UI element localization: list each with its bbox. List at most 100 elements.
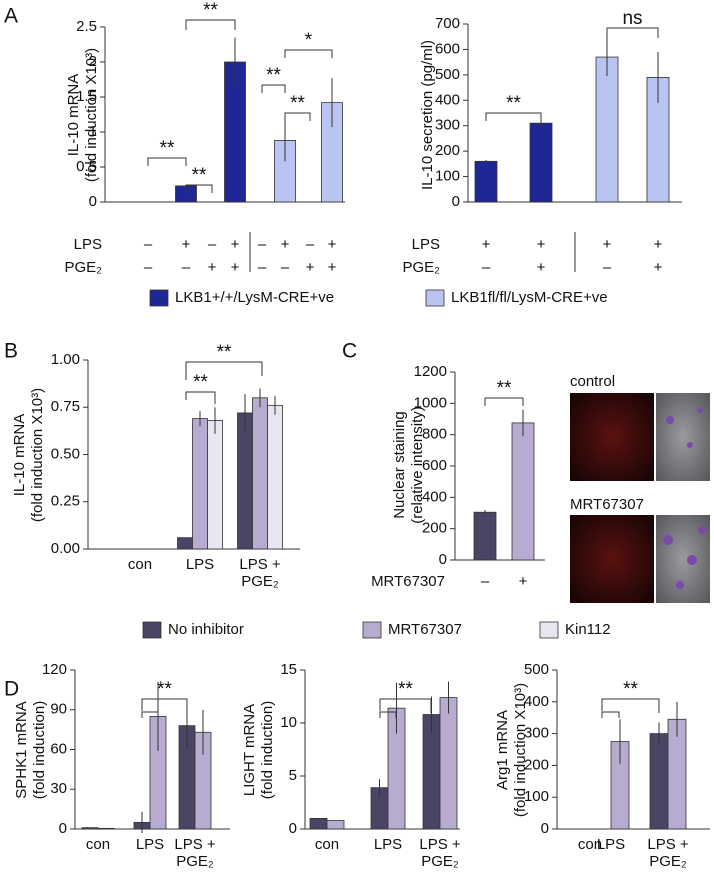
- y-tick-label: 1.00: [51, 351, 80, 368]
- row-sign: –: [306, 236, 315, 253]
- y-tick-label: 0.50: [51, 445, 80, 462]
- panel-label: C: [342, 340, 357, 363]
- bracket: [141, 711, 159, 718]
- annotation: **: [193, 372, 208, 393]
- row-sign: –: [258, 259, 267, 276]
- y-tick-label: 500: [435, 66, 460, 83]
- x-tick-label: LPS: [135, 836, 165, 853]
- bracket: [606, 27, 659, 38]
- legend-label: MRT67307: [388, 621, 462, 638]
- y-tick-label: 2.5: [76, 18, 97, 35]
- bracket: [185, 184, 213, 193]
- image-label: control: [570, 373, 615, 390]
- y-tick-label: 1.5: [76, 88, 97, 105]
- y-axis-label: (fold induction X10³): [83, 48, 100, 182]
- row-label: LPS: [74, 236, 102, 253]
- bar: [97, 827, 115, 830]
- y-tick-label: 1200: [414, 363, 447, 380]
- annotation: **: [192, 165, 207, 186]
- bracket: [185, 19, 236, 30]
- y-tick-label: 120: [42, 661, 67, 678]
- y-tick-label: 0.25: [51, 493, 80, 510]
- bracket: [261, 84, 286, 93]
- bar: [207, 420, 223, 550]
- bar: [649, 733, 669, 830]
- annotation: **: [290, 93, 305, 114]
- row-sign: +: [328, 259, 337, 276]
- row-sign: +: [281, 236, 290, 253]
- bar: [237, 412, 253, 550]
- y-tick-label: 0: [452, 193, 460, 210]
- x-tick-label: con: [577, 836, 603, 853]
- row-sign: +: [231, 259, 240, 276]
- y-axis-label: (relative intensity): [409, 406, 426, 524]
- panel-label: A: [4, 5, 18, 28]
- row-sign: –: [281, 259, 290, 276]
- bar: [192, 418, 208, 550]
- y-axis-label: SPHK1 mRNA: [13, 701, 30, 799]
- annotation: *: [305, 30, 313, 51]
- legend-label: No inhibitor: [168, 621, 244, 638]
- y-tick-label: 5: [289, 767, 297, 784]
- row-sign: –: [144, 259, 153, 276]
- annotation: **: [157, 679, 172, 700]
- bar: [595, 56, 619, 203]
- y-tick-label: 400: [422, 488, 447, 505]
- row-sign: –: [258, 236, 267, 253]
- y-axis-label: (fold induction X10³): [29, 388, 46, 522]
- legend-swatch: [539, 621, 559, 639]
- y-tick-label: 1: [89, 123, 97, 140]
- y-tick-label: 200: [435, 142, 460, 159]
- row-sign: +: [603, 236, 612, 253]
- annotation: **: [266, 65, 281, 86]
- annotation: **: [497, 378, 512, 399]
- annotation: **: [398, 679, 413, 700]
- micrograph: [570, 393, 654, 481]
- y-axis-label: Nuclear staining: [391, 411, 408, 519]
- y-tick-label: 2: [89, 53, 97, 70]
- legend-swatch: [149, 289, 169, 307]
- micrograph: [656, 393, 710, 481]
- y-tick-label: 300: [435, 117, 460, 134]
- bracket: [185, 361, 263, 380]
- y-tick-label: 100: [435, 168, 460, 185]
- y-tick-label: 30: [50, 780, 67, 797]
- row-sign: +: [537, 236, 546, 253]
- row-sign: –: [603, 259, 612, 276]
- bar: [326, 820, 345, 830]
- y-tick-label: 400: [435, 91, 460, 108]
- row-label: LPS: [412, 236, 440, 253]
- y-tick-label: 100: [524, 788, 549, 805]
- row-sign: +: [328, 236, 337, 253]
- bracket: [484, 397, 524, 406]
- bar: [474, 160, 498, 203]
- y-axis-label: Arg1 mRNA: [494, 710, 511, 790]
- bar: [177, 537, 193, 550]
- y-tick-label: 90: [50, 701, 67, 718]
- legend-swatch: [425, 289, 445, 307]
- row-label: MRT67307: [371, 573, 445, 590]
- annotation: **: [217, 342, 232, 363]
- row-sign: –: [481, 573, 490, 590]
- row-label: PGE₂: [65, 259, 103, 276]
- y-tick-label: 10: [280, 714, 297, 731]
- y-tick-label: 300: [524, 725, 549, 742]
- legend-swatch: [142, 621, 162, 639]
- annotation: **: [160, 138, 175, 159]
- y-tick-label: 500: [524, 661, 549, 678]
- y-tick-label: 600: [422, 457, 447, 474]
- y-axis-label: (fold induction): [259, 701, 276, 799]
- y-tick-label: 200: [524, 756, 549, 773]
- x-tick-label: LPS + PGE₂: [239, 556, 281, 590]
- y-tick-label: 0.5: [76, 158, 97, 175]
- y-tick-label: 0: [541, 820, 549, 837]
- bracket: [601, 711, 620, 718]
- row-sign: –: [182, 259, 191, 276]
- row-sign: +: [306, 259, 315, 276]
- x-tick-label: LPS: [185, 556, 215, 573]
- x-tick-label: LPS + PGE₂: [647, 836, 689, 870]
- bar: [81, 827, 99, 830]
- row-sign: +: [519, 573, 528, 590]
